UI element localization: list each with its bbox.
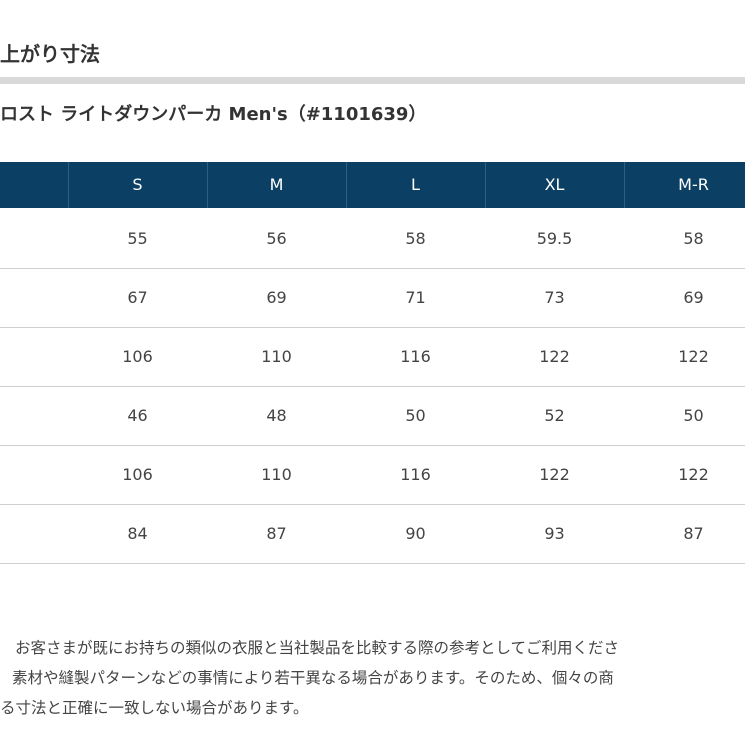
table-cell: 55 bbox=[127, 229, 148, 248]
column-header: L bbox=[411, 175, 420, 194]
section-title: 上がり寸法 bbox=[0, 42, 100, 66]
column-header: M-R bbox=[678, 175, 709, 194]
table-cell: 87 bbox=[683, 524, 704, 543]
table-cell: 58 bbox=[683, 229, 704, 248]
table-cell: 69 bbox=[266, 288, 287, 307]
table-cell: 52 bbox=[544, 406, 565, 425]
table-cell: 67 bbox=[127, 288, 148, 307]
table-cell: 122 bbox=[678, 347, 709, 366]
table-cell: 46 bbox=[127, 406, 148, 425]
table-cell: 122 bbox=[539, 347, 570, 366]
table-cell: 106 bbox=[122, 347, 153, 366]
note-text: お客さまが既にお持ちの類似の衣服と当社製品を比較する際の参考としてご利用くださ bbox=[15, 639, 620, 657]
column-separator bbox=[207, 162, 208, 208]
row-divider bbox=[0, 327, 745, 328]
column-header: M bbox=[269, 175, 284, 194]
row-divider bbox=[0, 504, 745, 505]
table-cell: 110 bbox=[261, 465, 292, 484]
table-cell: 87 bbox=[266, 524, 287, 543]
note-text: る寸法と正確に一致しない場合があります。 bbox=[0, 699, 309, 717]
table-cell: 122 bbox=[539, 465, 570, 484]
table-cell: 58 bbox=[405, 229, 426, 248]
table-cell: 50 bbox=[683, 406, 704, 425]
table-cell: 73 bbox=[544, 288, 565, 307]
divider bbox=[0, 77, 745, 84]
table-cell: 84 bbox=[127, 524, 148, 543]
table-cell: 59.5 bbox=[536, 229, 573, 248]
table-cell: 56 bbox=[266, 229, 287, 248]
table-cell: 116 bbox=[400, 465, 431, 484]
table-cell: 93 bbox=[544, 524, 565, 543]
table-cell: 71 bbox=[405, 288, 426, 307]
table-cell: 122 bbox=[678, 465, 709, 484]
product-title: ロスト ライトダウンパーカ Men's（#1101639） bbox=[0, 104, 427, 125]
column-header: S bbox=[132, 175, 143, 194]
row-divider bbox=[0, 268, 745, 269]
table-cell: 50 bbox=[405, 406, 426, 425]
column-separator bbox=[346, 162, 347, 208]
note-text: 素材や縫製パターンなどの事情により若干異なる場合があります。そのため、個々の商 bbox=[12, 669, 614, 687]
table-cell: 90 bbox=[405, 524, 426, 543]
column-separator bbox=[485, 162, 486, 208]
table-cell: 116 bbox=[400, 347, 431, 366]
table-cell: 48 bbox=[266, 406, 287, 425]
column-header: XL bbox=[544, 175, 565, 194]
column-separator bbox=[624, 162, 625, 208]
row-divider bbox=[0, 386, 745, 387]
table-cell: 110 bbox=[261, 347, 292, 366]
row-divider bbox=[0, 445, 745, 446]
column-separator bbox=[68, 162, 69, 208]
table-header bbox=[0, 162, 745, 208]
table-cell: 69 bbox=[683, 288, 704, 307]
table-cell: 106 bbox=[122, 465, 153, 484]
row-divider bbox=[0, 563, 745, 564]
